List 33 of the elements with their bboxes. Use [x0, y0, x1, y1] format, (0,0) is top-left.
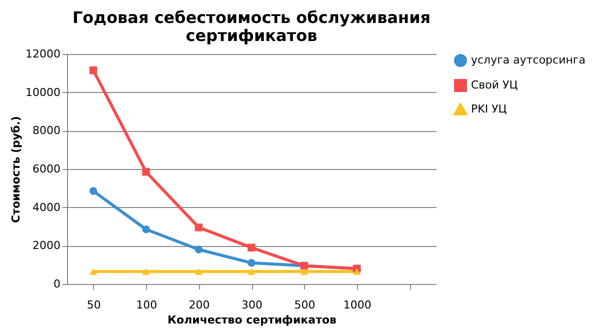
- y-axis-title: Стоимость (руб.): [10, 116, 23, 223]
- y-tick-label: 12000: [26, 48, 60, 60]
- point: [142, 168, 150, 176]
- point: [142, 268, 150, 275]
- point: [248, 259, 256, 267]
- point: [300, 268, 308, 275]
- point: [142, 226, 150, 234]
- point: [248, 244, 256, 252]
- x-tick-label: 300: [242, 298, 262, 312]
- point: [248, 268, 256, 275]
- x-tick-label: 1000: [343, 298, 372, 312]
- chart-title: Годовая себестоимость обслуживания сертификатов: [72, 8, 431, 45]
- point: [89, 66, 98, 74]
- point: [89, 268, 98, 275]
- y-tick-label: 2000: [32, 239, 60, 252]
- y-tick-label: 6000: [32, 162, 60, 176]
- x-tick-label: 100: [136, 298, 158, 312]
- x-tick-label: 500: [294, 298, 316, 312]
- legend-label: Свой УЦ: [471, 78, 518, 92]
- legend-label: PKI УЦ: [471, 102, 508, 116]
- point: [194, 224, 203, 232]
- x-tick-label: 50: [86, 298, 101, 312]
- point: [353, 268, 361, 275]
- y-tick-label: 10000: [26, 86, 60, 99]
- x-axis-title: Количество сертификатов: [168, 314, 336, 326]
- y-tick-label: 8000: [32, 124, 60, 138]
- legend-label: услуга аутсорсинга: [471, 54, 586, 66]
- x-tick-label: 200: [188, 298, 210, 312]
- point: [194, 268, 203, 275]
- y-tick-label: 4000: [32, 200, 60, 214]
- point: [89, 187, 98, 195]
- point: [194, 246, 203, 254]
- y-tick-label: 0: [54, 278, 60, 290]
